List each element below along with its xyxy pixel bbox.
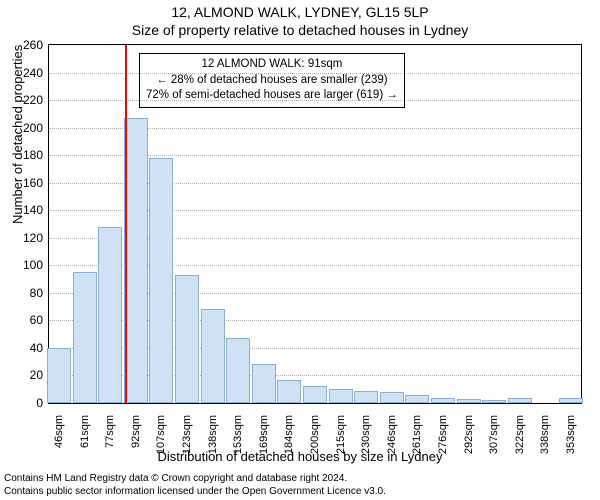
- histogram-bar: [354, 391, 378, 403]
- y-tick-label: 220: [3, 93, 43, 107]
- histogram-bar: [98, 227, 122, 403]
- chart-container: 12, ALMOND WALK, LYDNEY, GL15 5LP Size o…: [0, 0, 600, 500]
- plot-area: 12 ALMOND WALK: 91sqm ← 28% of detached …: [48, 44, 582, 404]
- annotation-line-3: 72% of semi-detached houses are larger (…: [146, 88, 398, 104]
- histogram-bar: [329, 389, 353, 403]
- y-tick-label: 240: [3, 66, 43, 80]
- histogram-bar: [73, 272, 97, 403]
- footer-attribution: Contains HM Land Registry data © Crown c…: [4, 473, 386, 498]
- histogram-bar: [47, 348, 71, 403]
- y-tick-label: 20: [3, 368, 43, 382]
- histogram-bar: [508, 398, 532, 404]
- histogram-bar: [226, 338, 250, 403]
- y-tick-label: 0: [3, 396, 43, 410]
- histogram-bar: [252, 364, 276, 403]
- y-tick-label: 260: [3, 38, 43, 52]
- y-tick-label: 140: [3, 203, 43, 217]
- annotation-line-2: ← 28% of detached houses are smaller (23…: [146, 73, 398, 89]
- annotation-box: 12 ALMOND WALK: 91sqm ← 28% of detached …: [139, 53, 405, 108]
- histogram-bar: [124, 118, 148, 403]
- histogram-bar: [457, 399, 481, 403]
- histogram-bar: [277, 380, 301, 403]
- x-axis-label: Distribution of detached houses by size …: [0, 449, 600, 464]
- y-tick-label: 100: [3, 258, 43, 272]
- histogram-bar: [303, 386, 327, 403]
- chart-title-main: 12, ALMOND WALK, LYDNEY, GL15 5LP: [0, 4, 600, 20]
- histogram-bar: [149, 158, 173, 403]
- histogram-bar: [405, 395, 429, 403]
- y-tick-label: 40: [3, 341, 43, 355]
- histogram-bar: [559, 398, 583, 404]
- annotation-line-1: 12 ALMOND WALK: 91sqm: [146, 57, 398, 73]
- y-tick-label: 120: [3, 231, 43, 245]
- y-tick-label: 80: [3, 286, 43, 300]
- y-tick-label: 160: [3, 176, 43, 190]
- y-tick-label: 200: [3, 121, 43, 135]
- histogram-bar: [175, 275, 199, 403]
- histogram-bar: [380, 392, 404, 403]
- y-tick-label: 180: [3, 148, 43, 162]
- footer-line-1: Contains HM Land Registry data © Crown c…: [4, 473, 386, 486]
- y-tick-label: 60: [3, 313, 43, 327]
- reference-line: [125, 45, 127, 403]
- histogram-bar: [431, 398, 455, 404]
- histogram-bar: [482, 400, 506, 403]
- chart-title-sub: Size of property relative to detached ho…: [0, 22, 600, 38]
- footer-line-2: Contains public sector information licen…: [4, 486, 386, 499]
- histogram-bar: [201, 309, 225, 403]
